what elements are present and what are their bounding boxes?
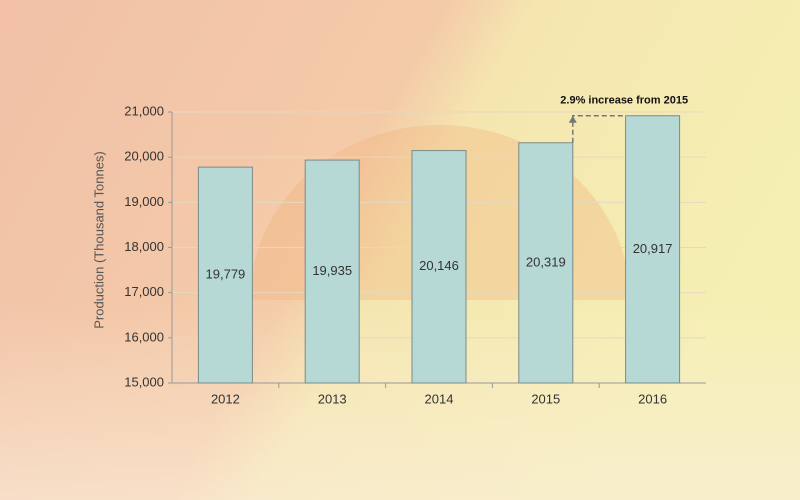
value-label: 19,935: [312, 263, 352, 278]
x-tick-label: 2016: [638, 391, 667, 406]
y-axis-label: Production (Thousand Tonnes): [91, 151, 106, 329]
bar: [411, 150, 467, 384]
value-label: 19,779: [206, 267, 246, 282]
annotation: 2.9% increase from 2015: [560, 95, 688, 107]
y-tick-label: 20,000: [124, 149, 164, 164]
x-tick-label: 2012: [211, 391, 240, 406]
y-tick-label: 21,000: [124, 103, 164, 118]
value-label: 20,917: [633, 241, 673, 256]
y-tick-label: 17,000: [124, 284, 164, 299]
x-tick-label: 2015: [531, 391, 560, 406]
bar: [518, 142, 574, 384]
y-tick-label: 19,000: [124, 194, 164, 209]
bar: [197, 166, 253, 384]
x-tick-label: 2013: [318, 391, 347, 406]
y-tick-label: 16,000: [124, 329, 164, 344]
value-label: 20,319: [526, 254, 566, 269]
y-tick-label: 15,000: [124, 374, 164, 389]
x-tick-label: 2014: [425, 391, 454, 406]
bar: [625, 115, 681, 384]
value-label: 20,146: [419, 258, 459, 273]
y-tick-label: 18,000: [124, 239, 164, 254]
bar: [304, 159, 360, 384]
annotation-arrow: [568, 115, 577, 123]
